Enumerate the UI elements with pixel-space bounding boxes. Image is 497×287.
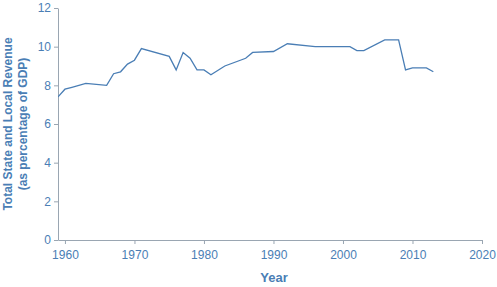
x-axis: 1960 1970 1980 1990 2000 2010 2020 (52, 240, 496, 262)
y-tick-label: 8 (44, 79, 51, 93)
x-tick-label: 1980 (191, 248, 218, 262)
y-tick: 6 (44, 117, 58, 131)
x-tick-label: 1960 (52, 248, 79, 262)
line-series (58, 40, 433, 97)
x-tick: 2010 (400, 240, 427, 262)
x-tick: 2020 (469, 240, 496, 262)
y-tick: 12 (38, 1, 58, 15)
x-axis-line (59, 240, 483, 241)
y-tick-mark (54, 124, 58, 125)
x-tick-mark (343, 240, 344, 244)
y-tick-label: 12 (38, 1, 52, 15)
x-tick-mark (65, 240, 66, 244)
x-tick-label: 2020 (469, 248, 496, 262)
x-tick: 1970 (122, 240, 149, 262)
y-tick-label: 6 (44, 117, 51, 131)
y-tick-mark (54, 8, 58, 9)
x-tick-mark (134, 240, 135, 244)
x-tick-mark (204, 240, 205, 244)
x-tick-mark (273, 240, 274, 244)
y-tick: 10 (38, 40, 58, 54)
y-axis-line (58, 9, 59, 241)
y-tick-mark (54, 47, 58, 48)
y-tick-label: 4 (44, 156, 51, 170)
y-tick-label: 0 (44, 233, 51, 247)
x-tick-label: 1970 (122, 248, 149, 262)
y-tick-mark (54, 201, 58, 202)
y-tick: 8 (44, 79, 58, 93)
y-tick-mark (54, 85, 58, 86)
x-tick-label: 1990 (261, 248, 288, 262)
y-tick-label: 10 (38, 40, 52, 54)
x-tick-mark (412, 240, 413, 244)
x-tick-label: 2000 (330, 248, 357, 262)
x-tick: 1980 (191, 240, 218, 262)
y-tick: 4 (44, 156, 58, 170)
plot-area (58, 40, 433, 97)
x-tick: 2000 (330, 240, 357, 262)
x-tick-label: 2010 (400, 248, 427, 262)
x-tick: 1990 (261, 240, 288, 262)
x-axis-title: Year (260, 270, 287, 285)
x-tick: 1960 (52, 240, 79, 262)
y-tick-label: 2 (44, 195, 51, 209)
y-tick-mark (54, 240, 58, 241)
chart: 1960 1970 1980 1990 2000 2010 2020 0 2 4 6 8 10 12 Yea… (0, 0, 497, 287)
y-axis: 0 2 4 6 8 10 12 (38, 1, 59, 247)
y-axis-title: (as percentage of GDP) (16, 58, 30, 191)
y-tick: 0 (44, 233, 58, 247)
x-tick-mark (482, 240, 483, 244)
y-tick: 2 (44, 195, 58, 209)
y-axis-title: Total State and Local Revenue (1, 37, 15, 210)
y-tick-mark (54, 163, 58, 164)
